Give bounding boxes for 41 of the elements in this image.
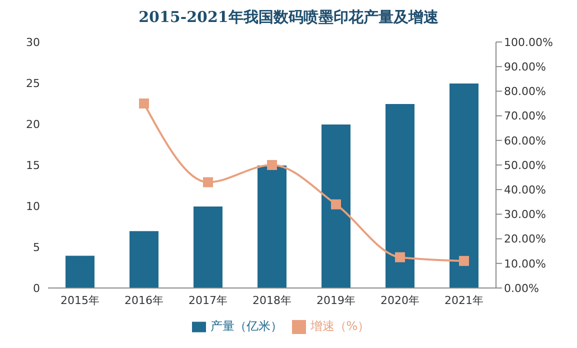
legend-label: 增速（%） <box>310 319 370 333</box>
y-tick-label: 30 <box>26 36 40 49</box>
y2-tick-label: 40.00% <box>504 184 546 197</box>
bar <box>384 103 416 288</box>
y-tick-label: 10 <box>26 200 40 213</box>
y2-tick-label: 10.00% <box>504 257 546 270</box>
y-tick-label: 15 <box>26 158 40 172</box>
y2-tick-label: 100.00% <box>504 36 553 49</box>
y-tick-label: 25 <box>26 76 40 90</box>
y2-tick-label: 70.00% <box>504 110 546 123</box>
point <box>331 199 341 210</box>
y-tick-label: 0 <box>33 282 40 295</box>
y2-tick-label: 60.00% <box>504 134 546 148</box>
point <box>267 160 277 170</box>
y2-tick-label: 20.00% <box>504 232 546 246</box>
x-tick-label: 2018年 <box>252 294 292 307</box>
y2-tick-label: 90.00% <box>504 60 546 74</box>
y2-tick-label: 50.00% <box>504 158 546 172</box>
y2-tick-label: 30.00% <box>504 208 546 222</box>
chart-title: 2015-2021年我国数码喷墨印花产量及增速 <box>138 8 440 28</box>
point <box>203 177 213 188</box>
point <box>139 98 149 108</box>
bar <box>192 206 224 288</box>
x-tick-label: 2020年 <box>380 294 420 307</box>
bar <box>320 124 352 288</box>
x-tick-label: 2015年 <box>60 294 100 307</box>
y2-tick-label: 0.00% <box>504 282 539 295</box>
bar <box>64 254 96 288</box>
y-tick-label: 20 <box>26 118 40 131</box>
point <box>395 252 405 262</box>
y-tick-label: 5 <box>33 240 40 254</box>
y2-tick-label: 80.00% <box>504 85 546 98</box>
x-tick-label: 2019年 <box>316 294 356 307</box>
x-tick-label: 2016年 <box>124 294 164 307</box>
bar <box>128 230 160 288</box>
x-tick-label: 2021年 <box>444 294 484 307</box>
x-tick-label: 2017年 <box>188 294 228 307</box>
point <box>459 256 469 266</box>
bar <box>256 164 288 288</box>
bar <box>448 82 480 288</box>
legend-label: 产量（亿米） <box>210 319 282 333</box>
